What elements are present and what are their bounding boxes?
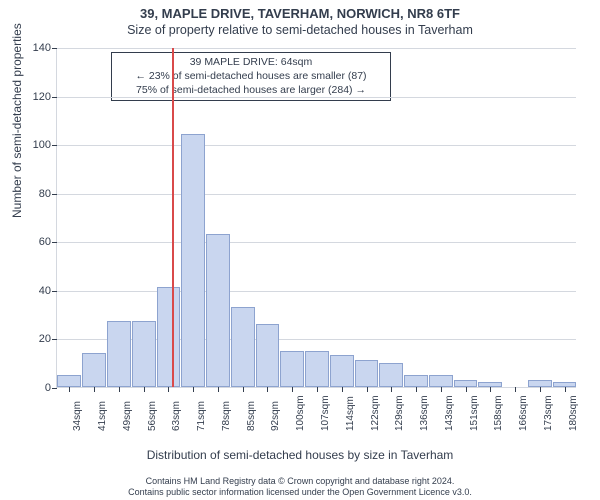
y-axis-label: Number of semi-detached properties xyxy=(10,23,24,218)
xtick-mark xyxy=(540,387,541,392)
xtick-mark xyxy=(267,387,268,392)
footer-line1: Contains HM Land Registry data © Crown c… xyxy=(0,476,600,487)
gridline xyxy=(57,97,576,98)
bar xyxy=(82,353,106,387)
xtick-mark xyxy=(565,387,566,392)
bar xyxy=(429,375,453,387)
ytick-label: 0 xyxy=(23,382,51,394)
xtick-label: 122sqm xyxy=(370,395,381,431)
xtick-label: 56sqm xyxy=(147,401,158,431)
xtick-mark xyxy=(292,387,293,392)
ytick-mark xyxy=(52,194,57,195)
gridline xyxy=(57,145,576,146)
ytick-mark xyxy=(52,97,57,98)
xtick-label: 129sqm xyxy=(394,395,405,431)
xtick-mark xyxy=(168,387,169,392)
marker-line xyxy=(172,48,174,387)
bar xyxy=(57,375,81,387)
xtick-label: 41sqm xyxy=(97,401,108,431)
xtick-mark xyxy=(342,387,343,392)
xtick-mark xyxy=(243,387,244,392)
footer-line2: Contains public sector information licen… xyxy=(0,487,600,498)
xtick-label: 92sqm xyxy=(270,401,281,431)
xtick-label: 34sqm xyxy=(72,401,83,431)
ytick-mark xyxy=(52,242,57,243)
chart-title: 39, MAPLE DRIVE, TAVERHAM, NORWICH, NR8 … xyxy=(0,0,600,21)
xtick-label: 158sqm xyxy=(493,395,504,431)
bar xyxy=(181,134,205,387)
gridline xyxy=(57,242,576,243)
bar xyxy=(528,380,552,387)
xtick-label: 85sqm xyxy=(246,401,257,431)
gridline xyxy=(57,291,576,292)
bar xyxy=(404,375,428,387)
xtick-label: 173sqm xyxy=(543,395,554,431)
xtick-mark xyxy=(515,387,516,392)
ytick-label: 60 xyxy=(23,236,51,248)
annotation-box: 39 MAPLE DRIVE: 64sqm ← 23% of semi-deta… xyxy=(111,52,391,101)
bar xyxy=(132,321,156,387)
xtick-label: 107sqm xyxy=(320,395,331,431)
bar xyxy=(107,321,131,387)
xtick-mark xyxy=(144,387,145,392)
histogram-chart: 39, MAPLE DRIVE, TAVERHAM, NORWICH, NR8 … xyxy=(0,0,600,500)
chart-subtitle: Size of property relative to semi-detach… xyxy=(0,21,600,37)
ytick-mark xyxy=(52,145,57,146)
ytick-label: 140 xyxy=(23,42,51,54)
annotation-line1: 39 MAPLE DRIVE: 64sqm xyxy=(118,55,384,69)
xtick-mark xyxy=(466,387,467,392)
xtick-label: 136sqm xyxy=(419,395,430,431)
gridline xyxy=(57,48,576,49)
ytick-label: 20 xyxy=(23,333,51,345)
bar xyxy=(231,307,255,387)
bar xyxy=(454,380,478,387)
xtick-label: 143sqm xyxy=(444,395,455,431)
xtick-mark xyxy=(119,387,120,392)
xtick-mark xyxy=(441,387,442,392)
ytick-label: 80 xyxy=(23,188,51,200)
footer: Contains HM Land Registry data © Crown c… xyxy=(0,476,600,499)
xtick-mark xyxy=(416,387,417,392)
annotation-line3: 75% of semi-detached houses are larger (… xyxy=(118,83,384,97)
xtick-label: 180sqm xyxy=(568,395,579,431)
xtick-mark xyxy=(391,387,392,392)
bar xyxy=(206,234,230,387)
xtick-mark xyxy=(367,387,368,392)
ytick-mark xyxy=(52,388,57,389)
xtick-label: 166sqm xyxy=(518,395,529,431)
xtick-label: 71sqm xyxy=(196,401,207,431)
bar xyxy=(280,351,304,387)
ytick-mark xyxy=(52,291,57,292)
xtick-mark xyxy=(69,387,70,392)
bar xyxy=(330,355,354,387)
ytick-label: 100 xyxy=(23,139,51,151)
xtick-mark xyxy=(490,387,491,392)
x-axis-label: Distribution of semi-detached houses by … xyxy=(0,448,600,462)
bar xyxy=(256,324,280,387)
xtick-label: 114sqm xyxy=(345,396,356,431)
ytick-label: 120 xyxy=(23,91,51,103)
xtick-mark xyxy=(94,387,95,392)
plot-area: 39 MAPLE DRIVE: 64sqm ← 23% of semi-deta… xyxy=(56,48,576,388)
gridline xyxy=(57,194,576,195)
bar xyxy=(305,351,329,387)
ytick-label: 40 xyxy=(23,285,51,297)
ytick-mark xyxy=(52,339,57,340)
xtick-label: 151sqm xyxy=(469,395,480,431)
xtick-mark xyxy=(317,387,318,392)
ytick-mark xyxy=(52,48,57,49)
xtick-mark xyxy=(193,387,194,392)
xtick-label: 63sqm xyxy=(171,401,182,431)
bar xyxy=(379,363,403,387)
xtick-label: 49sqm xyxy=(122,401,133,431)
annotation-line2: ← 23% of semi-detached houses are smalle… xyxy=(118,69,384,83)
bar xyxy=(157,287,181,387)
xtick-label: 100sqm xyxy=(295,395,306,431)
xtick-mark xyxy=(218,387,219,392)
xtick-label: 78sqm xyxy=(221,401,232,431)
bar xyxy=(355,360,379,387)
